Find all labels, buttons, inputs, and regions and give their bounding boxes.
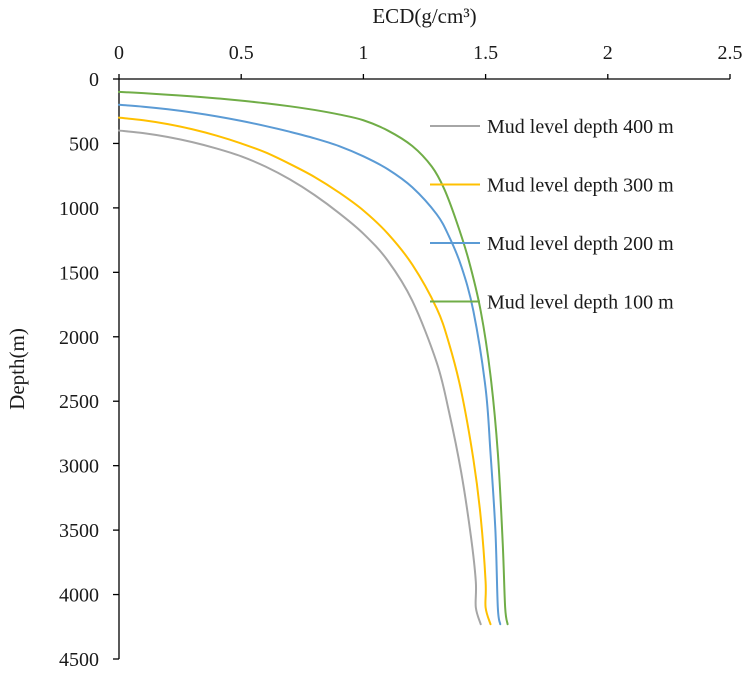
series-line-1: [118, 129, 482, 626]
y-tick-label: 2000: [59, 327, 99, 349]
series-line-4: [118, 90, 509, 626]
y-tick-label: 3500: [59, 520, 99, 542]
legend-label: Mud level depth 400 m: [487, 116, 674, 138]
legend-item: Mud level depth 100 m: [430, 292, 674, 314]
x-tick-label: 1: [358, 42, 368, 64]
y-axis-ticks: 0 500 1000 1500 2000 2500 3000 3500 4000 4500: [59, 69, 119, 671]
x-tick-label: 0: [114, 42, 124, 64]
legend-label: Mud level depth 100 m: [487, 292, 674, 314]
series-line-2: [118, 116, 492, 626]
x-axis-ticks: 0 0.5 1 1.5 2 2.5: [114, 42, 743, 79]
legend-item: Mud level depth 400 m: [430, 116, 674, 138]
legend-item: Mud level depth 300 m: [430, 175, 674, 197]
x-tick-label: 0.5: [229, 42, 254, 64]
series-lines: [118, 90, 509, 626]
y-tick-label: 0: [89, 69, 99, 91]
y-tick-label: 4500: [59, 649, 99, 671]
y-tick-label: 2500: [59, 391, 99, 413]
legend-item: Mud level depth 200 m: [430, 233, 674, 255]
legend-label: Mud level depth 300 m: [487, 175, 674, 197]
x-tick-label: 2.5: [718, 42, 743, 64]
series-line-3: [118, 103, 502, 626]
y-tick-label: 500: [69, 133, 99, 155]
y-axis-title: Depth(m): [5, 328, 29, 410]
legend: Mud level depth 400 m Mud level depth 300…: [430, 116, 674, 314]
y-tick-label: 1000: [59, 198, 99, 220]
legend-label: Mud level depth 200 m: [487, 233, 674, 255]
x-tick-label: 1.5: [473, 42, 498, 64]
x-axis-title: ECD(g/cm³): [372, 4, 476, 28]
y-tick-label: 1500: [59, 262, 99, 284]
x-tick-label: 2: [603, 42, 613, 64]
y-tick-label: 4000: [59, 585, 99, 607]
y-tick-label: 3000: [59, 456, 99, 478]
